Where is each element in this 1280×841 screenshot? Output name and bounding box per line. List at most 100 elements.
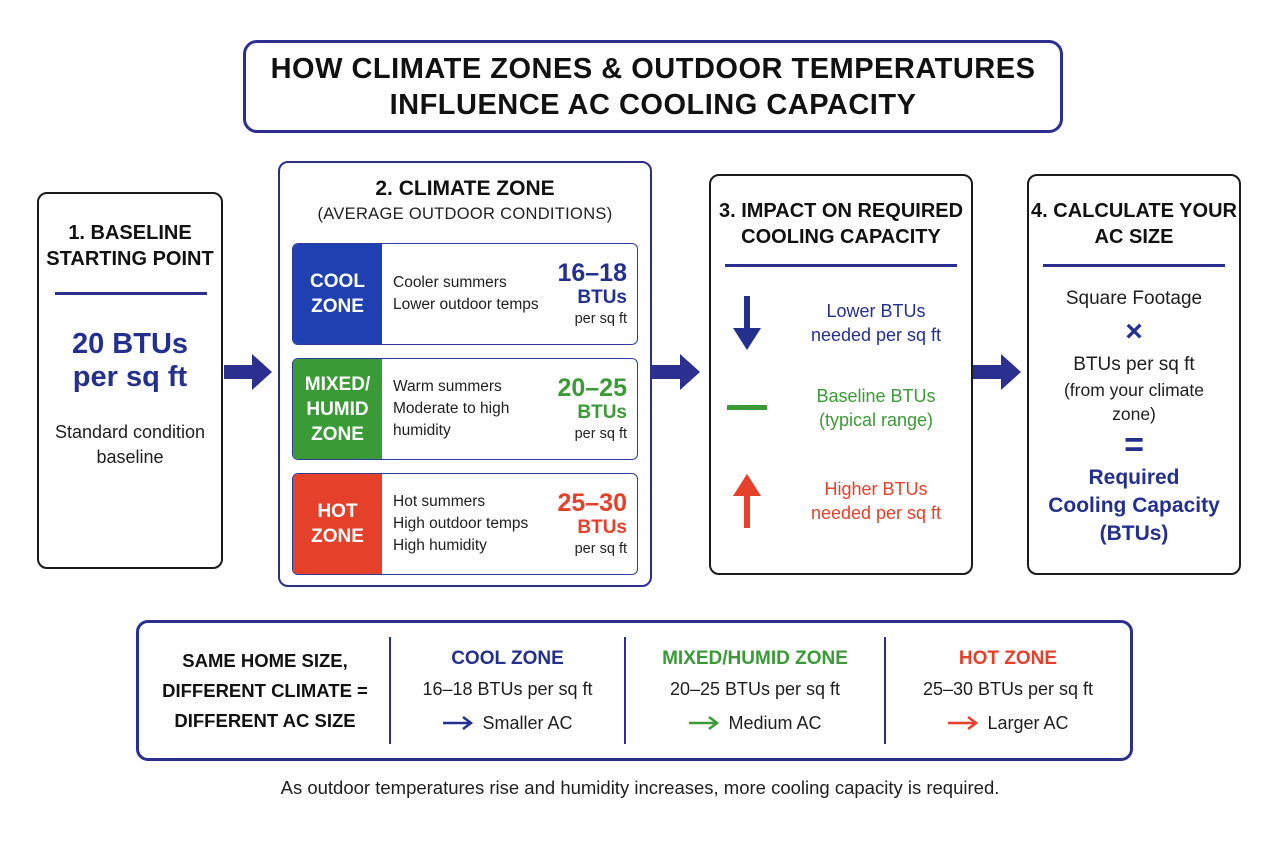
zone-desc-line: High outdoor temps [393,515,529,532]
baseline-note-2: baseline [96,447,164,467]
comparison-label-line: DIFFERENT CLIMATE = [162,679,368,701]
impact-text-line: (typical range) [818,410,934,430]
impact-panel [709,174,973,575]
comparison-label: SAME HOME SIZE, DIFFERENT CLIMATE = DIFF… [140,624,390,757]
zone-desc-line: High humidity [393,537,487,554]
right-arrow-icon [689,715,720,730]
comparison-cool: COOL ZONE 16–18 BTUs per sq ft Smaller A… [391,624,624,757]
calc-result-1: Required [1088,466,1180,489]
calc-result-2: Cooling Capacity [1048,494,1220,517]
down-arrow-icon [733,296,761,350]
baseline-heading-2: STARTING POINT [46,248,214,270]
zone-desc-line: Lower outdoor temps [393,296,539,313]
zone-btu-label: BTUs [577,287,627,308]
zone-btu-unit: per sq ft [574,426,627,442]
zone-tag-text: MIXED/ [304,373,371,395]
right-arrow-icon [973,354,1021,390]
zone-card-hot: HOT ZONE Hot summers High outdoor temps … [292,473,638,575]
up-arrow-icon [733,474,761,528]
right-arrow-icon [948,715,979,730]
zone-desc-line: Warm summers [393,378,502,395]
zone-btu-range: 25–30 [557,489,627,517]
comparison-size: Smaller AC [482,712,573,733]
calc-equals-sign: = [1124,426,1144,464]
zone-btu-cool: 16–18 BTUs per sq ft [537,244,627,344]
zone-desc-line: humidity [393,422,451,439]
zone-btu-unit: per sq ft [574,311,627,327]
zone-btu-label: BTUs [577,402,627,423]
impact-text-line: Higher BTUs [824,479,928,499]
baseline-heading-1: 1. BASELINE [68,222,192,244]
zone-tag-text: ZONE [311,526,364,547]
comparison-box [136,620,1133,761]
calculate-heading-2: AC SIZE [1094,226,1174,248]
comparison-size: Medium AC [728,712,822,733]
zone-tag-text: HOT [317,501,358,522]
calc-term-1: Square Footage [1065,288,1203,309]
impact-text-line: needed per sq ft [810,325,942,345]
baseline-value: 20 BTUs [71,328,189,360]
comparison-heading: COOL ZONE [451,647,564,669]
comparison-range: 25–30 BTUs per sq ft [922,678,1094,699]
zone-desc-cool: Cooler summers Lower outdoor temps [393,244,553,344]
title-line-1: HOW CLIMATE ZONES & OUTDOOR TEMPERATURES [270,52,1036,85]
zone-card-mixed-humid: MIXED/ HUMID ZONE Warm summers Moderate … [292,358,638,460]
impact-lower: Lower BTUs needed per sq ft [712,296,970,350]
climate-heading: 2. CLIMATE ZONE [375,177,555,200]
calculate-divider [1043,264,1225,267]
comparison-range: 20–25 BTUs per sq ft [669,678,841,699]
zone-btu-hot: 25–30 BTUs per sq ft [537,474,627,574]
impact-higher: Higher BTUs needed per sq ft [712,474,970,528]
zone-btu-range: 20–25 [557,374,627,402]
calc-times-sign: × [1125,315,1143,348]
climate-subheading: (AVERAGE OUTDOOR CONDITIONS) [317,205,613,223]
zone-btu-label: BTUs [577,517,627,538]
title-banner: HOW CLIMATE ZONES & OUTDOOR TEMPERATURES… [243,40,1063,133]
calculate-panel [1027,174,1241,575]
zone-card-cool: COOL ZONE Cooler summers Lower outdoor t… [292,243,638,345]
comparison-label-line: SAME HOME SIZE, [182,649,348,671]
zone-desc-mixed-humid: Warm summers Moderate to high humidity [393,359,553,459]
zone-btu-mixed-humid: 20–25 BTUs per sq ft [537,359,627,459]
flow-arrow-2 [652,352,702,392]
calculate-heading-1: 4. CALCULATE YOUR [1031,200,1237,222]
zone-btu-range: 16–18 [557,259,627,287]
impact-baseline: Baseline BTUs (typical range) [712,384,970,432]
calc-term-2-note-2: zone) [1112,404,1156,424]
right-arrow-icon [224,354,272,390]
zone-desc-line: Moderate to high [393,400,510,417]
right-arrow-icon [443,715,474,730]
baseline-note-1: Standard condition [54,422,206,442]
zone-tag-mixed-humid: MIXED/ HUMID ZONE [293,359,382,459]
impact-divider [725,264,957,267]
zone-tag-text: HUMID [306,398,369,420]
zone-btu-unit: per sq ft [574,541,627,557]
comparison-label-line: DIFFERENT AC SIZE [174,709,356,731]
impact-text-line: Baseline BTUs [816,386,936,406]
comparison-range: 16–18 BTUs per sq ft [422,678,593,699]
calc-result-3: (BTUs) [1099,522,1169,545]
comparison-divider [884,637,886,744]
flow-arrow-3 [973,352,1023,392]
zone-desc-line: Cooler summers [393,274,507,291]
zone-desc-line: Hot summers [393,493,486,510]
zone-tag-hot: HOT ZONE [293,474,382,574]
zone-desc-hot: Hot summers High outdoor temps High humi… [393,474,553,574]
zone-tag-text: ZONE [311,296,364,317]
impact-text-line: needed per sq ft [810,503,942,523]
impact-heading-1: 3. IMPACT ON REQUIRED [718,200,964,222]
calc-term-2-note-1: (from your climate [1063,380,1205,400]
zone-tag-text: ZONE [311,423,364,445]
impact-text-line: Lower BTUs [826,301,926,321]
footer-note: As outdoor temperatures rise and humidit… [280,777,1000,798]
comparison-mixed-humid: MIXED/HUMID ZONE 20–25 BTUs per sq ft Me… [626,624,884,757]
comparison-size: Larger AC [987,712,1069,733]
comparison-hot: HOT ZONE 25–30 BTUs per sq ft Larger AC [886,624,1130,757]
baseline-unit: per sq ft [72,361,188,393]
calc-term-2: BTUs per sq ft [1073,354,1195,375]
right-arrow-icon [652,354,700,390]
comparison-heading: HOT ZONE [958,647,1058,669]
impact-heading-2: COOLING CAPACITY [741,226,941,248]
comparison-divider [389,637,391,744]
comparison-divider [624,637,626,744]
